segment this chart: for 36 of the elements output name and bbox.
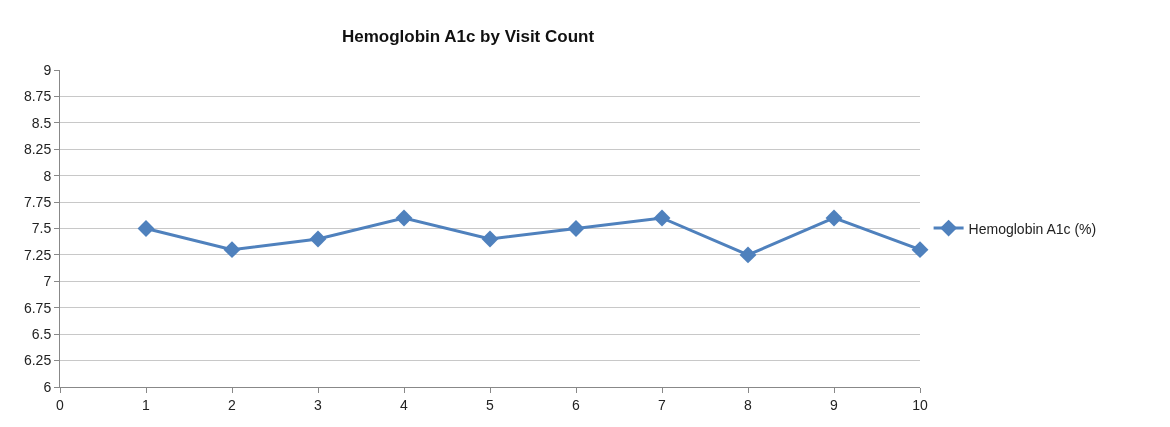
x-tick-label: 5 [486, 396, 495, 413]
x-tick-label: 10 [912, 396, 928, 413]
point [137, 220, 155, 237]
y-tick-label: 7.5 [31, 220, 52, 237]
y-tick-label: 6.75 [23, 299, 52, 316]
x-tick-label: 6 [572, 396, 581, 413]
x-tick-label: 1 [142, 396, 151, 413]
y-tick-label: 6.5 [31, 326, 52, 343]
point [481, 230, 499, 248]
y-tick-label: 6.25 [23, 352, 52, 369]
y-tick-label: 8.75 [23, 88, 52, 105]
x-tick-label: 0 [56, 396, 65, 413]
y-tick-label: 9 [43, 61, 52, 78]
point [567, 220, 585, 237]
point [825, 209, 843, 227]
x-tick-label: 4 [400, 396, 409, 413]
x-tick-label: 7 [658, 396, 667, 413]
x-tick-label: 9 [830, 396, 839, 413]
y-tick-label: 8.5 [31, 114, 52, 131]
point [911, 241, 929, 259]
y-tick-label: 7.25 [23, 246, 52, 263]
y-tick-label: 7.75 [23, 193, 52, 210]
point [309, 230, 327, 248]
y-tick-label: 7 [43, 273, 52, 290]
y-tick-label: 8.25 [23, 141, 52, 158]
chart-title: Hemoglobin A1c by Visit Count [341, 26, 595, 46]
point [395, 209, 413, 227]
x-tick-label: 3 [314, 396, 323, 413]
x-tick-label: 8 [744, 396, 753, 413]
y-tick-label: 6 [43, 378, 52, 395]
legend-label: Hemoglobin A1c (%) [968, 220, 1097, 237]
point [739, 246, 757, 264]
x-tick-label: 2 [228, 396, 237, 413]
point [223, 241, 241, 259]
y-tick-label: 8 [43, 167, 52, 184]
point [653, 209, 671, 227]
